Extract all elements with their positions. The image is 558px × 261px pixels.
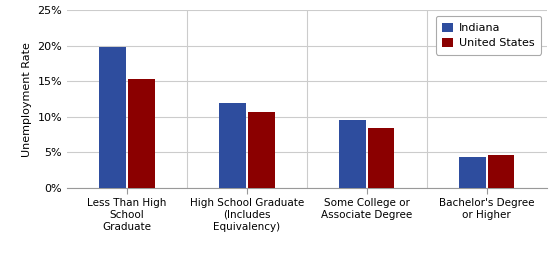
Bar [339, 121, 365, 188]
Legend: Indiana, United States: Indiana, United States [436, 16, 541, 55]
Bar [99, 47, 126, 188]
Bar [368, 128, 395, 188]
Bar [128, 79, 155, 188]
Bar [459, 157, 485, 188]
Bar [219, 103, 246, 188]
Y-axis label: Unemployment Rate: Unemployment Rate [22, 42, 32, 157]
Bar [248, 112, 275, 188]
Bar [488, 155, 514, 188]
